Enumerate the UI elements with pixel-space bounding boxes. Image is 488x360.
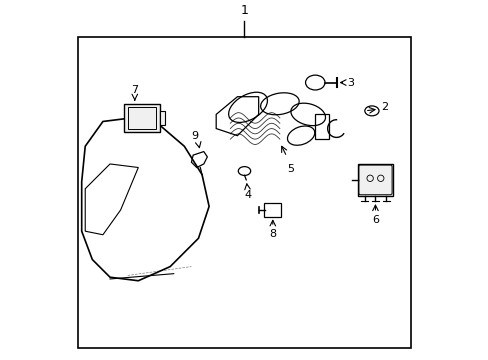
Text: 1: 1: [240, 4, 248, 17]
Bar: [315, 114, 329, 139]
Bar: [78, 37, 410, 348]
Text: 7: 7: [131, 85, 138, 95]
Text: 2: 2: [380, 102, 387, 112]
FancyBboxPatch shape: [357, 164, 392, 196]
Text: 5: 5: [286, 164, 293, 174]
Bar: [159, 111, 164, 125]
Text: 9: 9: [191, 131, 198, 141]
Text: 4: 4: [244, 190, 251, 201]
Text: 6: 6: [371, 215, 378, 225]
FancyBboxPatch shape: [124, 104, 159, 132]
Text: 8: 8: [269, 229, 276, 239]
Text: 3: 3: [346, 77, 353, 87]
